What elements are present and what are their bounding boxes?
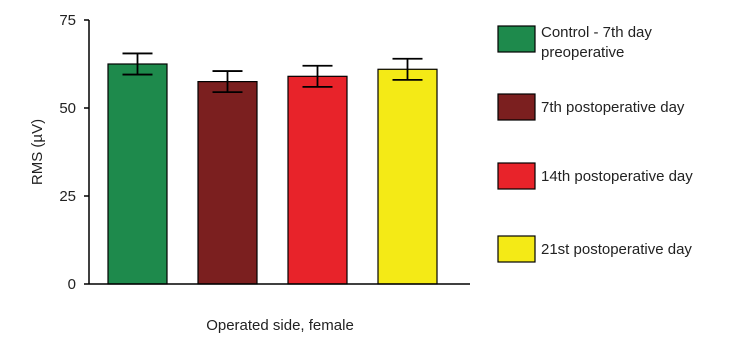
bar: [197, 80, 258, 285]
legend-swatch: [497, 93, 536, 121]
legend-label: 7th postoperative day: [541, 99, 685, 116]
legend-swatch: [497, 25, 536, 53]
legend-label: 21st postoperative day: [541, 241, 692, 258]
legend-swatch: [497, 235, 536, 263]
legend-label: Control - 7th day preoperative: [541, 24, 652, 61]
y-tick-label: 25: [59, 188, 76, 205]
legend-swatch: [497, 162, 536, 190]
error-bar: [392, 57, 423, 81]
error-bar: [302, 64, 333, 88]
legend: Control - 7th day preoperative 7th postope…: [497, 24, 693, 263]
x-axis-title: Operated side, female: [206, 317, 354, 334]
y-tick-label: 50: [59, 100, 76, 117]
bar: [377, 68, 438, 285]
bar: [287, 75, 348, 285]
error-bar: [122, 52, 153, 76]
y-axis: 0 25 50 75: [59, 12, 470, 293]
y-tick-label: 75: [59, 12, 76, 29]
y-tick-label: 0: [68, 276, 76, 293]
bar: [107, 63, 168, 285]
y-axis-title: RMS (µV): [29, 119, 46, 185]
legend-label: 14th postoperative day: [541, 168, 693, 185]
plot-area: [107, 52, 438, 285]
error-bar: [212, 70, 243, 94]
